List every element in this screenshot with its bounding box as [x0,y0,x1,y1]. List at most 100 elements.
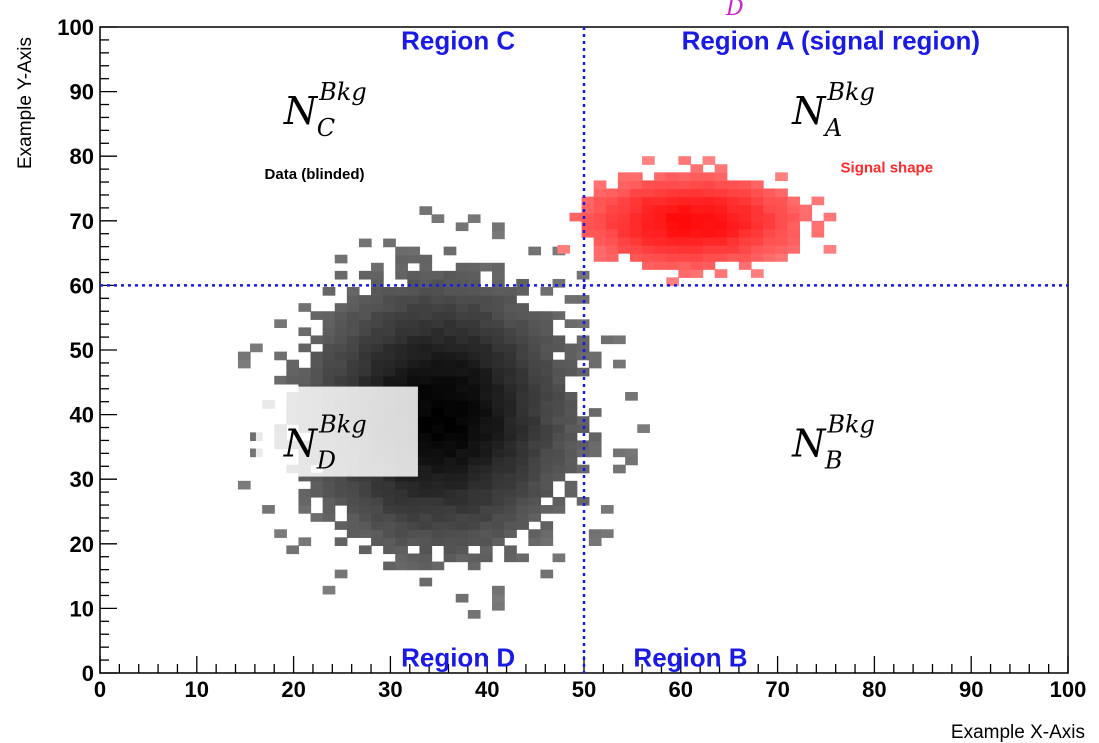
data-bin [492,295,505,304]
data-bin [540,311,553,320]
signal-bin [703,245,716,254]
data-bin [419,505,432,514]
signal-bin [654,237,667,246]
signal-bin [630,253,643,262]
data-bin [565,416,578,425]
data-bin [492,368,505,377]
data-bin [359,311,372,320]
data-bin [432,352,445,361]
data-bin [480,449,493,458]
signal-bin [727,237,740,246]
data-bin [492,416,505,425]
data-bin [492,473,505,482]
data-bin [407,489,420,498]
data-bin [504,473,517,482]
data-bin [468,319,481,328]
signal-bin [739,221,752,230]
signal-bin [690,189,703,198]
x-tick-label: 70 [765,677,789,702]
data-bin [540,319,553,328]
data-bin [335,335,348,344]
data-bin [540,392,553,401]
x-axis-title: Example X-Axis [951,722,1085,743]
data-bin [456,295,469,304]
data-bin [419,553,432,562]
x-tick-label: 30 [378,677,402,702]
data-bin [371,497,384,506]
data-bin [589,432,602,441]
data-bin [419,327,432,336]
data-bin [480,505,493,514]
data-bin [540,529,553,538]
data-bin [528,352,541,361]
data-bin [504,335,517,344]
data-bin [553,392,566,401]
data-bin [480,400,493,409]
data-bin [444,303,457,312]
data-bin [456,222,469,231]
data-bin [419,497,432,506]
data-bin [480,513,493,522]
data-bin [456,400,469,409]
data-bin [480,376,493,385]
y-tick-label: 70 [70,209,94,234]
data-bin [468,513,481,522]
data-bin [407,360,420,369]
data-bin [347,521,360,530]
data-bin [504,505,517,514]
data-bin [432,537,445,546]
signal-bin [666,180,679,189]
x-tick-label: 80 [862,677,886,702]
data-bin [359,497,372,506]
data-bin [528,360,541,369]
data-bin [468,440,481,449]
data-bin [456,344,469,353]
data-bin [456,521,469,530]
signal-bin [763,205,776,214]
data-bin [553,497,566,506]
data-bin [432,400,445,409]
data-bin [432,392,445,401]
data-bin [371,513,384,522]
data-bin [347,489,360,498]
data-bin [480,311,493,320]
data-bin [504,311,517,320]
data-bin [504,521,517,530]
data-bin [419,545,432,554]
data-bin [480,352,493,361]
signal-bin [618,221,631,230]
data-bin [480,295,493,304]
signal-bin [630,229,643,238]
data-bin [286,360,299,369]
data-bin [553,449,566,458]
data-bin [395,344,408,353]
signal-bin [775,253,788,262]
signal-bin [751,253,764,262]
data-bin [419,432,432,441]
signal-bin [739,237,752,246]
data-bin [540,521,553,530]
data-bin [311,360,324,369]
data-bin [419,368,432,377]
data-bin [359,545,372,554]
data-bin [492,586,505,595]
data-bin [553,360,566,369]
data-bin [444,497,457,506]
data-bin [456,505,469,514]
data-bin [492,424,505,433]
data-bin [456,408,469,417]
data-bin [359,489,372,498]
data-bin [395,529,408,538]
data-bin [456,327,469,336]
data-bin [419,319,432,328]
data-bin [456,311,469,320]
data-bin [456,545,469,554]
data-bin [407,335,420,344]
signal-shape-label: Signal shape [841,159,934,176]
data-bin [516,319,529,328]
signal-bin [703,221,716,230]
data-bin [311,513,324,522]
data-bin [565,344,578,353]
signal-bin [775,237,788,246]
data-bin [540,352,553,361]
